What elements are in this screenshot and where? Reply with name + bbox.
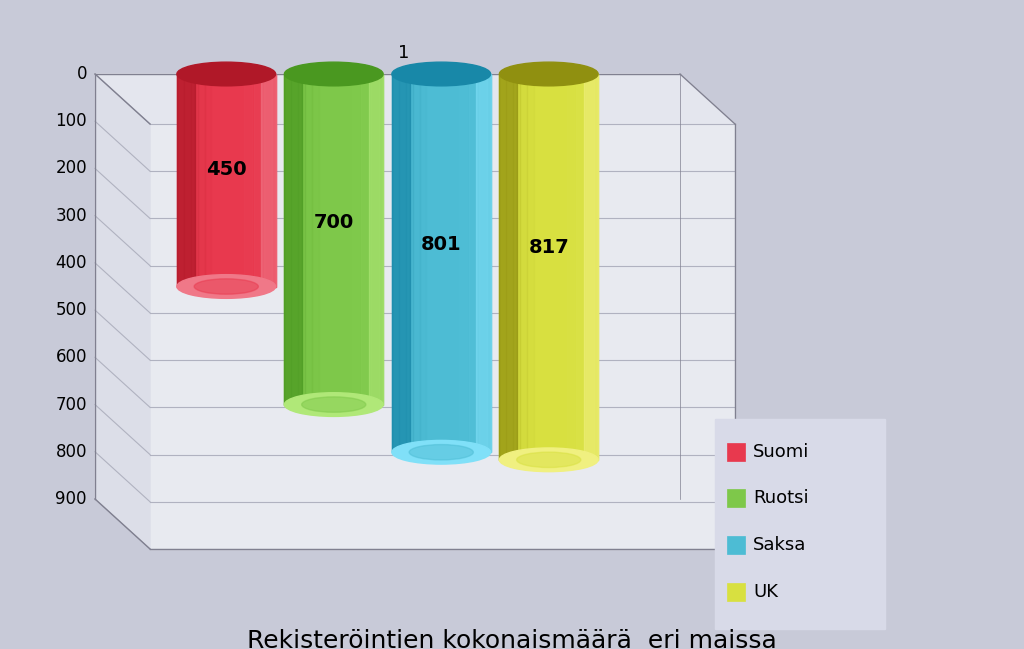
Bar (190, 74, 198, 286)
Bar (392, 74, 398, 452)
Polygon shape (285, 74, 302, 404)
Bar (392, 74, 490, 452)
Bar (285, 74, 291, 404)
Bar (727, 489, 745, 508)
Text: Suomi: Suomi (753, 443, 809, 461)
Bar (500, 74, 506, 459)
Text: 700: 700 (55, 395, 87, 413)
Text: 100: 100 (55, 112, 87, 130)
Bar (420, 74, 426, 452)
Bar (520, 74, 527, 459)
Text: Rekisteröintien kokonaismäärä  eri maissa
vuosina 2008-2012: Rekisteröintien kokonaismäärä eri maissa… (247, 629, 777, 649)
Bar (406, 74, 413, 452)
Text: 900: 900 (55, 490, 87, 508)
Text: 600: 600 (55, 349, 87, 366)
Ellipse shape (500, 62, 598, 86)
Bar (577, 74, 585, 459)
Bar (587, 74, 594, 459)
Ellipse shape (195, 279, 258, 294)
Bar (254, 74, 262, 286)
Text: 817: 817 (528, 238, 569, 257)
Bar (177, 74, 275, 286)
Text: 400: 400 (55, 254, 87, 272)
Bar (459, 74, 467, 452)
Text: Saksa: Saksa (753, 536, 806, 554)
Text: 1: 1 (398, 44, 410, 62)
Bar (351, 74, 359, 404)
Polygon shape (584, 74, 598, 459)
Text: Ruotsi: Ruotsi (753, 489, 809, 508)
Bar (285, 74, 383, 404)
Polygon shape (261, 74, 275, 286)
Polygon shape (150, 124, 735, 549)
Ellipse shape (517, 452, 581, 467)
Ellipse shape (285, 62, 383, 86)
Bar (566, 74, 574, 459)
Bar (205, 74, 211, 286)
Bar (727, 536, 745, 554)
Text: 300: 300 (55, 206, 87, 225)
Bar (291, 74, 298, 404)
Ellipse shape (392, 62, 490, 86)
Text: 801: 801 (421, 235, 462, 254)
Text: 500: 500 (55, 301, 87, 319)
Text: UK: UK (753, 583, 778, 601)
Ellipse shape (392, 441, 490, 464)
Ellipse shape (500, 448, 598, 472)
Bar (469, 74, 477, 452)
Polygon shape (95, 74, 150, 549)
Bar (513, 74, 520, 459)
Polygon shape (476, 74, 490, 452)
Bar (727, 583, 745, 601)
Bar (184, 74, 190, 286)
Bar (500, 74, 598, 459)
Bar (413, 74, 420, 452)
Bar (398, 74, 406, 452)
Text: 800: 800 (55, 443, 87, 461)
Ellipse shape (302, 397, 366, 412)
Bar (527, 74, 534, 459)
Bar (506, 74, 513, 459)
Polygon shape (95, 74, 735, 124)
Ellipse shape (177, 275, 275, 299)
Bar (198, 74, 205, 286)
Bar (244, 74, 252, 286)
Text: 0: 0 (77, 65, 87, 83)
Polygon shape (500, 74, 517, 459)
Bar (372, 74, 379, 404)
Bar (715, 419, 885, 629)
Bar (361, 74, 370, 404)
Ellipse shape (285, 393, 383, 417)
Ellipse shape (177, 62, 275, 86)
Polygon shape (392, 74, 410, 452)
Polygon shape (369, 74, 383, 404)
Bar (298, 74, 305, 404)
Bar (177, 74, 184, 286)
Bar (312, 74, 318, 404)
Text: 450: 450 (206, 160, 247, 179)
Bar (305, 74, 312, 404)
Ellipse shape (410, 445, 473, 460)
Bar (264, 74, 271, 286)
Bar (727, 443, 745, 461)
Text: 700: 700 (313, 214, 354, 232)
Text: 200: 200 (55, 160, 87, 177)
Polygon shape (177, 74, 195, 286)
Bar (479, 74, 486, 452)
